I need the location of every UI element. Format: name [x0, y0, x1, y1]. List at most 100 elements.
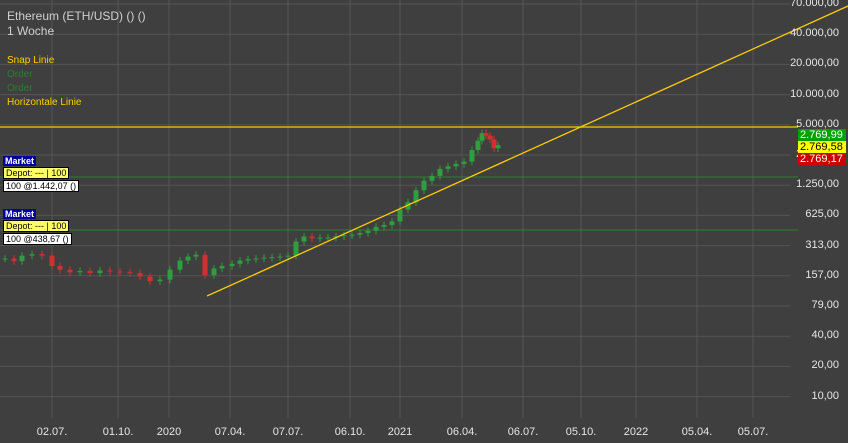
candle-body — [11, 258, 17, 262]
x-axis-label: 06.07. — [507, 426, 539, 438]
candle-body — [49, 255, 55, 267]
order-1-quantity[interactable]: 100 @1.442,07 () — [3, 180, 80, 192]
y-axis-label: 625,00 — [805, 208, 839, 221]
candle-body — [421, 180, 427, 191]
x-axis-label: 07.07. — [272, 426, 304, 438]
legend-snap-line[interactable]: Snap Linie — [7, 55, 55, 66]
candle-body — [177, 260, 183, 270]
candle-body — [185, 256, 191, 261]
y-axis-label: 70.000,00 — [790, 0, 839, 9]
x-axis-label: 06.10. — [334, 426, 366, 438]
candle-body — [405, 202, 411, 210]
order-2-depot[interactable]: Depot: --- | 100 — [3, 220, 70, 232]
candle-body — [317, 237, 323, 239]
candle-body — [285, 255, 291, 257]
y-axis-label: 5.000,00 — [796, 117, 839, 130]
candle-body — [293, 241, 299, 256]
candle-body — [397, 209, 403, 222]
candle-body — [461, 161, 467, 164]
x-axis-label: 05.04. — [681, 426, 713, 438]
order-1-depot[interactable]: Depot: --- | 100 — [3, 167, 70, 179]
x-axis-label: 02.07. — [36, 426, 68, 438]
candle-body — [437, 168, 443, 176]
candle-body — [67, 269, 73, 273]
chart-grid — [0, 0, 790, 418]
candle-body — [29, 254, 35, 256]
y-axis-label: 157,00 — [805, 268, 839, 281]
candle-body — [219, 266, 225, 269]
candle-body — [381, 224, 387, 227]
last-price-tag: 2.769,58 — [798, 141, 846, 153]
candle-body — [97, 270, 103, 274]
candle-body — [269, 257, 275, 259]
x-axis-label: 07.04. — [214, 426, 246, 438]
candle-body — [483, 133, 489, 136]
candle-body — [495, 145, 501, 149]
legend-horizontal-line[interactable]: Horizontale Linie — [7, 97, 82, 108]
legend-order-1[interactable]: Order — [7, 69, 33, 80]
candle-body — [19, 255, 25, 262]
candle-body — [349, 234, 355, 236]
trendline — [206, 5, 848, 297]
y-axis-label: 79,00 — [811, 299, 839, 311]
candle-body — [57, 266, 63, 270]
y-axis-label: 20,00 — [811, 359, 839, 372]
y-axis-label: 40,00 — [811, 329, 839, 342]
y-axis-label: 20.000,00 — [790, 57, 839, 70]
candle-body — [429, 175, 435, 181]
candle-body — [137, 273, 143, 277]
candle-body — [413, 190, 419, 203]
chart-period: 1 Woche — [7, 24, 55, 38]
candle-body — [147, 276, 153, 282]
snap-trend-line — [206, 5, 848, 297]
candle-body — [277, 256, 283, 258]
chart-title: Ethereum (ETH/USD) () () — [7, 9, 146, 23]
bid-price-tag: 2.769,17 — [798, 153, 846, 165]
candle-body — [193, 254, 199, 257]
order-2-type[interactable]: Market — [3, 209, 37, 219]
candle-body — [117, 271, 123, 273]
candle-body — [237, 260, 243, 264]
candle-body — [445, 166, 451, 169]
candle-body — [167, 269, 173, 280]
x-axis-label: 01.10. — [102, 426, 134, 438]
candle-body — [487, 135, 493, 140]
candle-body — [365, 230, 371, 234]
candle-body — [491, 139, 497, 149]
candle-body — [107, 270, 113, 272]
order-1-type[interactable]: Market — [3, 156, 37, 166]
x-axis-label: 06.04. — [446, 426, 478, 438]
candle-body — [253, 258, 259, 260]
candle-body — [157, 279, 163, 282]
candle-body — [389, 221, 395, 225]
candles — [2, 129, 501, 285]
x-axis-label: 2022 — [623, 426, 649, 438]
candle-body — [245, 259, 251, 261]
candle-body — [261, 257, 267, 259]
ask-price-tag: 2.769,99 — [798, 129, 846, 141]
y-axis-label: 10,00 — [811, 389, 839, 402]
order-2-quantity[interactable]: 100 @438,67 () — [3, 233, 72, 245]
x-axis-label: 05.07. — [737, 426, 769, 438]
reference-lines — [0, 126, 798, 231]
y-axis-label: 10.000,00 — [790, 87, 839, 100]
candle-body — [127, 272, 133, 274]
candle-body — [229, 263, 235, 267]
candle-body — [39, 254, 45, 256]
candle-body — [77, 270, 83, 273]
y-axis-label: 313,00 — [805, 238, 839, 251]
x-axis-label: 05.10. — [565, 426, 597, 438]
candle-body — [301, 236, 307, 242]
candle-body — [479, 133, 485, 141]
x-axis-label: 2021 — [387, 426, 413, 438]
candle-body — [2, 258, 8, 260]
candle-body — [453, 163, 459, 167]
legend-order-2[interactable]: Order — [7, 83, 33, 94]
candle-body — [325, 237, 331, 239]
candle-body — [309, 236, 315, 239]
y-axis-label: 40.000,00 — [790, 27, 839, 40]
candle-body — [341, 235, 347, 237]
x-axis-label: 2020 — [156, 426, 182, 438]
candle-body — [475, 140, 481, 151]
